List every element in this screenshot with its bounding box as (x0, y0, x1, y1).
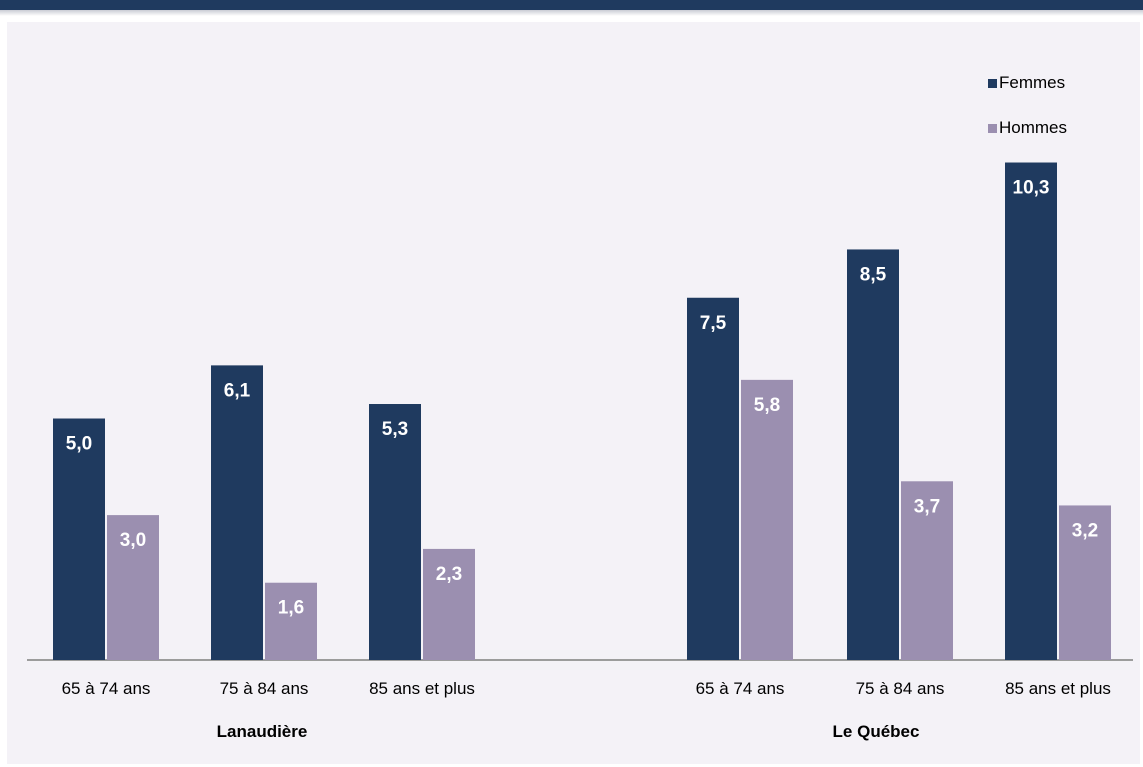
data-label-hommes-4: 3,7 (914, 496, 940, 517)
data-label-femmes-4: 8,5 (860, 264, 887, 285)
group-label-0: Lanaudière (217, 722, 308, 741)
data-label-hommes-3: 5,8 (754, 395, 780, 416)
data-label-hommes-0: 3,0 (120, 530, 146, 551)
data-label-femmes-2: 5,3 (382, 419, 408, 440)
x-tick-label-0: 65 à 74 ans (62, 679, 151, 698)
x-tick-label-5: 85 ans et plus (1005, 679, 1111, 698)
x-tick-label-3: 65 à 74 ans (696, 679, 785, 698)
data-label-hommes-5: 3,2 (1072, 520, 1098, 541)
bar-hommes-4 (901, 481, 953, 660)
legend-swatch-femmes (988, 79, 997, 88)
group-label-1: Le Québec (833, 722, 920, 741)
bar-hommes-3 (741, 379, 793, 660)
data-label-hommes-1: 1,6 (278, 598, 304, 619)
x-tick-label-2: 85 ans et plus (369, 679, 475, 698)
legend-swatch-hommes (988, 124, 997, 133)
bar-femmes-1 (211, 365, 263, 660)
bar-hommes-0 (107, 515, 159, 660)
data-label-femmes-3: 7,5 (700, 313, 727, 334)
data-label-femmes-5: 10,3 (1013, 178, 1050, 199)
legend-label-hommes: Hommes (999, 118, 1067, 137)
bar-hommes-2 (423, 548, 475, 660)
x-tick-label-4: 75 à 84 ans (856, 679, 945, 698)
bar-femmes-4 (847, 249, 899, 660)
top-rule (0, 0, 1143, 10)
legend-label-femmes: Femmes (999, 73, 1065, 92)
data-label-femmes-1: 6,1 (224, 380, 251, 401)
bar-femmes-5 (1005, 162, 1057, 660)
bar-femmes-2 (369, 404, 421, 660)
bar-hommes-1 (265, 582, 317, 660)
data-label-hommes-2: 2,3 (436, 564, 462, 585)
bar-femmes-3 (687, 297, 739, 660)
data-label-femmes-0: 5,0 (66, 434, 92, 455)
bar-hommes-5 (1059, 505, 1111, 660)
top-rule-shadow (0, 10, 1143, 16)
bar-femmes-0 (53, 418, 105, 660)
x-tick-label-1: 75 à 84 ans (220, 679, 309, 698)
